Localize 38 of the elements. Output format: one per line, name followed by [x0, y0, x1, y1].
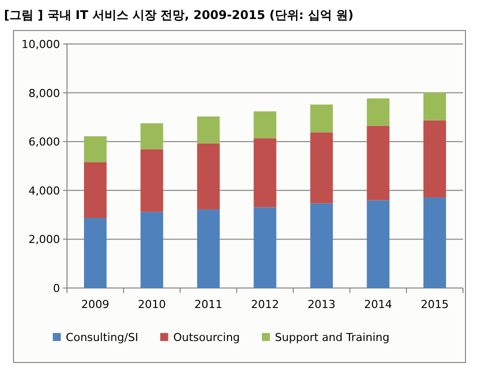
bar — [140, 149, 164, 212]
x-tick-label: 2011 — [194, 298, 222, 311]
bar — [366, 126, 390, 200]
y-tick-label: 0 — [53, 282, 60, 295]
bar — [197, 209, 220, 288]
bar — [140, 212, 164, 288]
x-tick-label: 2013 — [308, 298, 336, 311]
legend-label: Outsourcing — [173, 331, 240, 344]
x-tick-label: 2015 — [420, 298, 449, 311]
bar — [423, 197, 446, 288]
y-tick-label: 4,000 — [28, 184, 60, 198]
y-tick-label: 2,000 — [28, 233, 60, 246]
bar — [310, 132, 333, 204]
legend-label: Support and Training — [274, 331, 390, 344]
x-tick-label: 2010 — [138, 298, 166, 311]
x-tick-label: 2014 — [364, 298, 392, 311]
bar — [84, 218, 107, 288]
y-tick-label: 6,000 — [28, 136, 60, 149]
bar — [84, 136, 107, 162]
bar — [423, 92, 446, 120]
bar — [254, 111, 276, 138]
bar — [254, 207, 276, 288]
y-tick-label: 8,000 — [28, 86, 60, 100]
bar — [197, 116, 220, 144]
x-tick-label: 2012 — [251, 298, 279, 311]
bar — [310, 203, 333, 288]
bar — [423, 120, 446, 198]
bar — [254, 138, 276, 208]
bar — [84, 162, 107, 218]
y-tick-label: 10,000 — [22, 38, 60, 51]
bar — [366, 98, 390, 126]
bar — [197, 143, 220, 210]
legend-label: Consulting/SI — [66, 331, 138, 344]
bar — [140, 123, 164, 150]
bar — [310, 104, 333, 132]
x-tick-label: 2009 — [81, 298, 110, 311]
bar — [366, 200, 390, 288]
chart-title: [그림 ] 국내 IT 서비스 시장 전망, 2009-2015 (단위: 십억 원) — [4, 8, 354, 22]
